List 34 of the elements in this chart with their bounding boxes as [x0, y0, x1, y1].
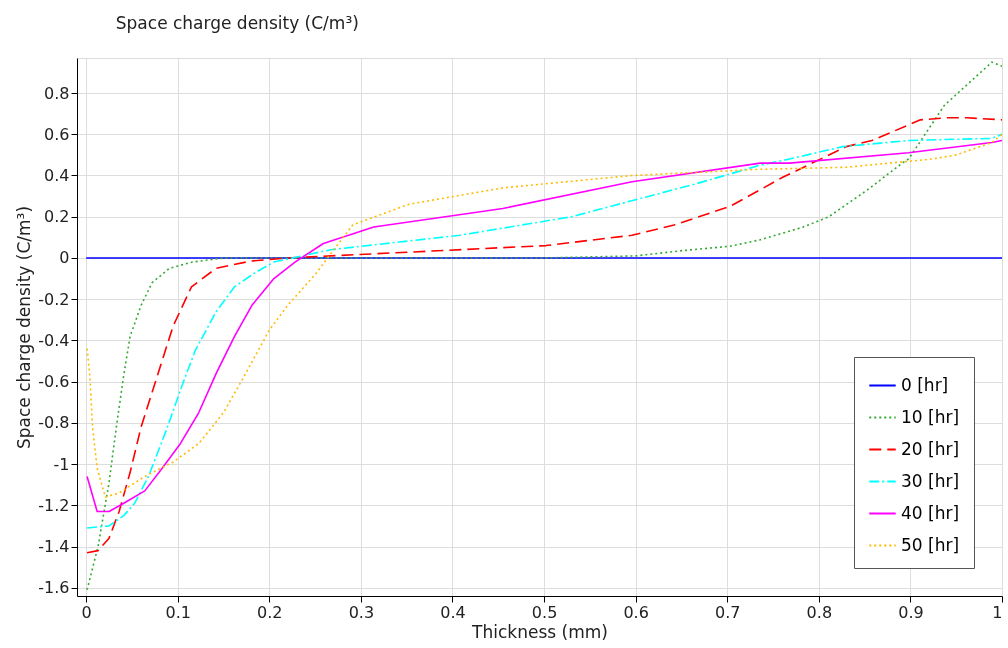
x-tick-label: 0	[81, 602, 92, 622]
x-tick-label: 1	[992, 602, 1003, 622]
line-series	[86, 61, 1002, 591]
x-tick-label: 0.8	[806, 602, 833, 622]
x-axis-title: Thickness (mm)	[471, 621, 608, 642]
y-tick-label: -1.6	[38, 578, 70, 598]
y-tick-label: -1.2	[38, 495, 70, 515]
legend-label: 10 [hr]	[901, 406, 960, 427]
x-tick-label: 0.3	[348, 602, 375, 622]
legend-label: 20 [hr]	[901, 438, 960, 459]
y-tick-label: -1.4	[38, 537, 70, 557]
y-tick-label: -0.4	[38, 330, 70, 350]
y-tick-label: 0.4	[44, 165, 70, 185]
x-tick-label: 0.5	[531, 602, 558, 622]
y-tick-label: 0.6	[44, 124, 70, 144]
legend-label: 40 [hr]	[901, 502, 960, 523]
chart-title: Space charge density (C/m³)	[115, 13, 359, 33]
legend-label: 50 [hr]	[901, 534, 960, 555]
y-tick-label: -0.2	[38, 289, 70, 309]
y-axis-title: Space charge density (C/m³)	[14, 205, 35, 450]
y-tick-label: 0.8	[44, 83, 70, 103]
y-tick-label: 0.2	[44, 207, 70, 227]
x-tick-label: 0.7	[715, 602, 741, 622]
x-tick-label: 0.6	[623, 602, 649, 622]
x-tick-label: 0.4	[440, 602, 466, 622]
y-tick-label: 0	[59, 248, 70, 268]
x-tick-label: 0.2	[257, 602, 283, 622]
y-tick-label: -0.6	[38, 372, 70, 392]
y-tick-label: -1	[53, 454, 70, 474]
x-tick-label: 0.9	[898, 602, 924, 622]
legend-label: 30 [hr]	[901, 470, 960, 491]
y-tick-label: -0.8	[38, 413, 70, 433]
x-tick-label: 0.1	[165, 602, 191, 622]
legend-label: 0 [hr]	[901, 374, 949, 395]
